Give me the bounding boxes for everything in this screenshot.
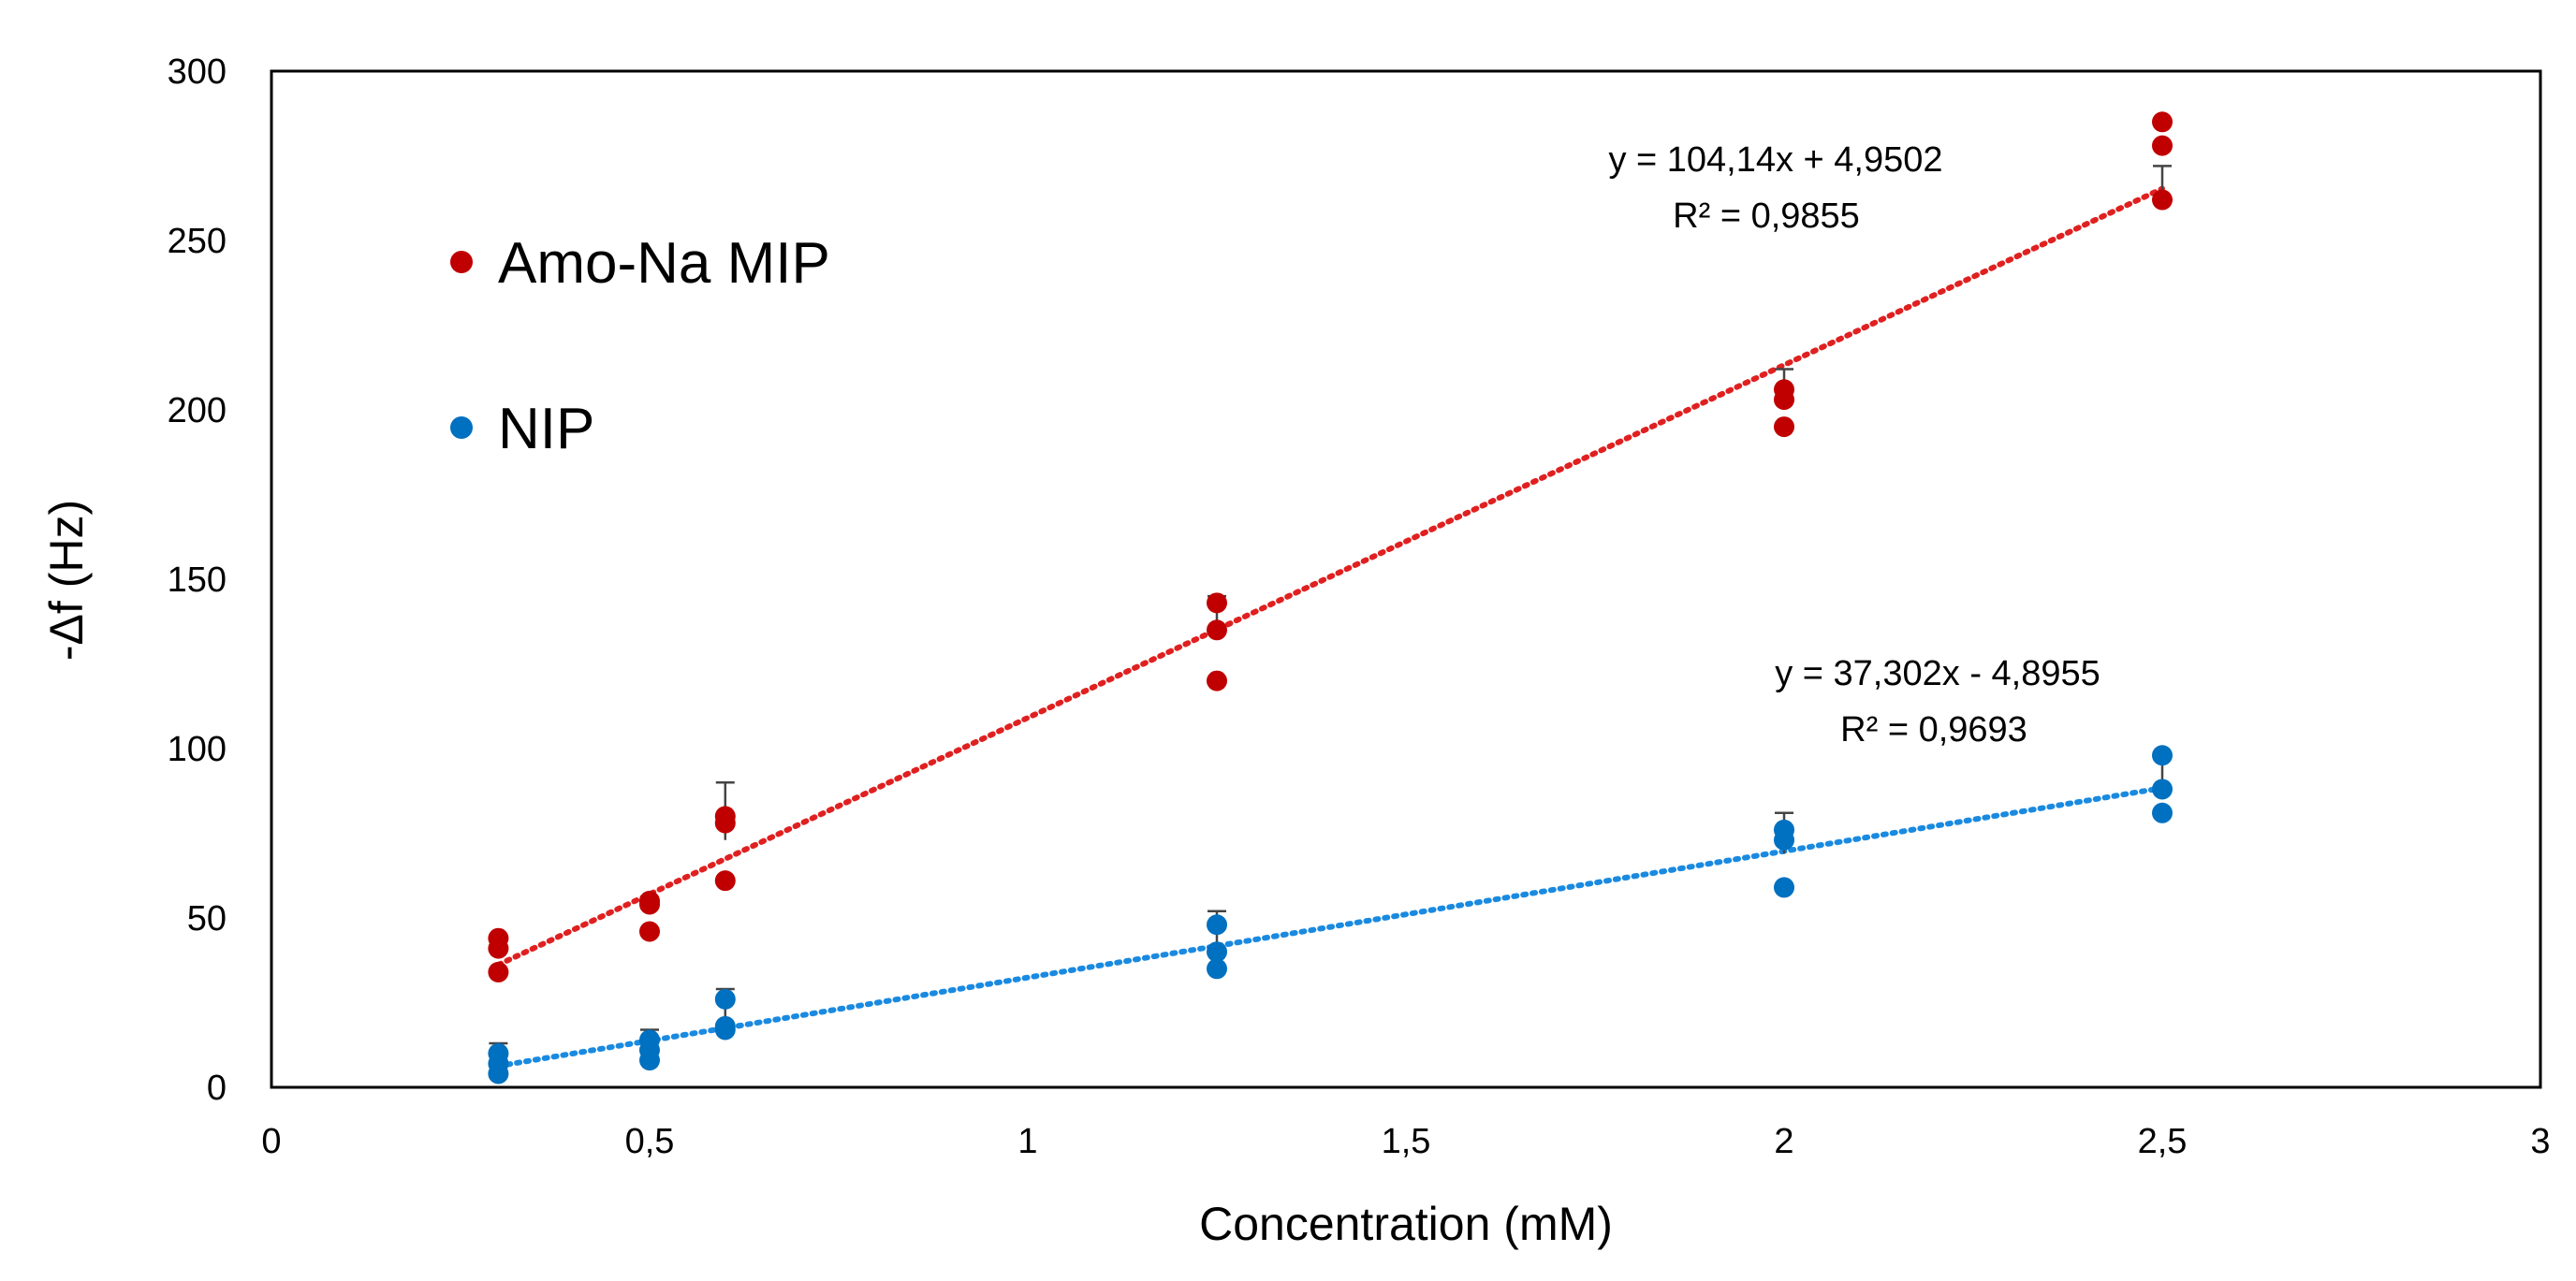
nip-data-point: [714, 988, 736, 1010]
plot-area: [270, 69, 2542, 1089]
mip-data-point: [2152, 189, 2173, 211]
legend-label-nip: NIP: [498, 397, 594, 461]
nip-data-point: [1207, 914, 1227, 936]
mip-r2: R² = 0,9855: [1673, 197, 1860, 236]
mip-data-point: [714, 812, 736, 834]
legend: Amo-Na MIP NIP: [450, 231, 830, 461]
nip-data-point: [1207, 958, 1227, 980]
mip-data-point: [2152, 111, 2173, 133]
mip-data-point: [639, 921, 660, 942]
nip-equation: y = 37,302x - 4,8955: [1775, 654, 2100, 693]
mip-data-point: [1207, 619, 1227, 641]
x-tick-label: 2: [1774, 1122, 1793, 1161]
nip-data-point: [2152, 779, 2173, 800]
mip-data-point: [1774, 416, 1794, 438]
nip-data-point: [1774, 877, 1794, 898]
x-tick-label: 2,5: [2138, 1122, 2188, 1161]
mip-data-point: [488, 961, 509, 983]
mip-data-point: [1207, 670, 1227, 691]
nip-r2: R² = 0,9693: [1840, 710, 2027, 750]
y-tick-label: 150: [168, 560, 227, 600]
x-tick-label: 1: [1017, 1122, 1037, 1161]
x-tick-label: 0,5: [625, 1122, 675, 1161]
mip-data-point: [2152, 135, 2173, 156]
mip-equation: y = 104,14x + 4,9502: [1608, 140, 1942, 180]
nip-data-point: [1207, 941, 1227, 963]
y-tick-label: 0: [207, 1069, 227, 1108]
y-tick-label: 300: [168, 52, 227, 92]
y-tick-label: 250: [168, 222, 227, 261]
legend-label-mip: Amo-Na MIP: [498, 231, 830, 296]
nip-data-point: [639, 1050, 660, 1071]
nip-data-point: [714, 1019, 736, 1041]
nip-data-point: [488, 1063, 509, 1084]
nip-data-point: [1774, 829, 1794, 851]
mip-data-point: [639, 894, 660, 915]
x-tick-label: 3: [2530, 1122, 2550, 1161]
y-tick-label: 200: [168, 391, 227, 430]
nip-data-point: [2152, 745, 2173, 766]
y-axis-title: -Δf (Hz): [40, 500, 93, 661]
mip-data-point: [1207, 592, 1227, 614]
mip-data-point: [1774, 389, 1794, 411]
legend-marker-mip: [450, 251, 473, 273]
nip-trendline: [495, 785, 2165, 1070]
nip-data-point: [2152, 802, 2173, 823]
x-tick-label: 1,5: [1382, 1122, 1431, 1161]
y-tick-label: 100: [168, 730, 227, 769]
y-tick-label: 50: [187, 899, 227, 939]
mip-data-point: [488, 938, 509, 959]
legend-marker-nip: [450, 416, 473, 439]
mip-trendline: [495, 185, 2165, 968]
equation-annotations: y = 104,14x + 4,9502 R² = 0,9855 y = 37,…: [1608, 140, 2100, 750]
x-tick-label: 0: [261, 1122, 281, 1161]
x-axis-title: Concentration (mM): [1199, 1198, 1613, 1250]
mip-data-point: [714, 870, 736, 892]
